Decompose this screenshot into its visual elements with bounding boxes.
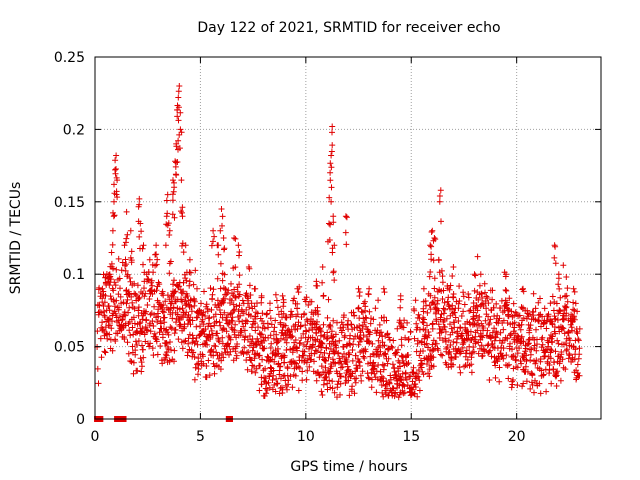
y-tick-label: 0 [76,412,85,428]
y-tick-label: 0.15 [54,195,85,211]
chart-title: Day 122 of 2021, SRMTID for receiver ech… [197,20,500,36]
axis-ticks: 0 5 10 15 20 0 0.05 0.1 0.15 0.2 0.25 [54,50,601,445]
y-axis-label: SRMTID / TECUs [8,182,24,295]
x-tick-label: 20 [508,429,526,445]
x-tick-label: 5 [196,429,205,445]
y-tick-label: 0.1 [63,267,85,283]
y-tick-label: 0.05 [54,340,85,356]
grid-lines [95,57,601,419]
y-tick-label: 0.2 [63,122,85,138]
plot-frame [94,56,602,420]
x-tick-label: 10 [297,429,315,445]
x-axis-label: GPS time / hours [290,459,407,475]
x-tick-label: 0 [91,429,100,445]
y-tick-label: 0.25 [54,50,85,66]
x-tick-label: 15 [402,429,420,445]
